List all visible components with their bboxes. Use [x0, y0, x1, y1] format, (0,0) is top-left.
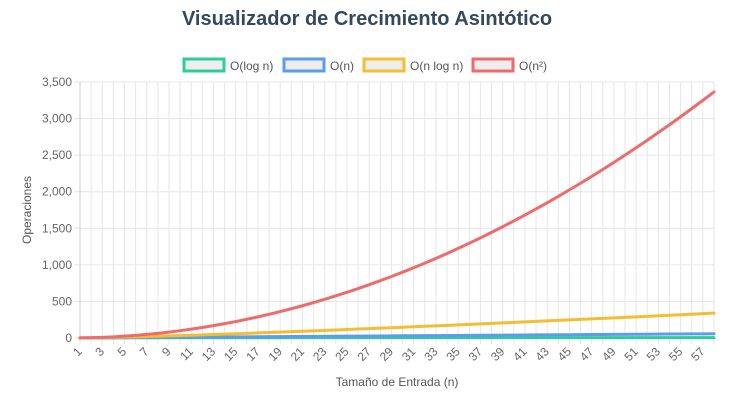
- x-tick-label: 41: [510, 344, 530, 364]
- legend-swatch: [282, 57, 326, 73]
- x-tick-label: 29: [377, 344, 397, 364]
- x-tick-label: 33: [421, 344, 441, 364]
- x-tick-label: 43: [533, 344, 553, 364]
- x-tick-label: 5: [115, 344, 130, 359]
- x-tick-label: 51: [622, 344, 642, 364]
- series-line: [78, 90, 716, 340]
- x-tick-label: 19: [266, 344, 286, 364]
- legend-label: O(n log n): [410, 59, 463, 73]
- x-tick-label: 1: [70, 344, 85, 359]
- y-tick-label: 3,000: [42, 112, 72, 126]
- y-tick-label: 3,500: [42, 75, 72, 89]
- x-axis-title: Tamaño de Entrada (n): [336, 375, 459, 389]
- x-tick-label: 23: [310, 344, 330, 364]
- x-tick-label: 49: [599, 344, 619, 364]
- y-tick-label: 500: [52, 294, 72, 308]
- chart-title: Visualizador de Crecimiento Asintótico: [181, 8, 553, 30]
- series-line: [78, 332, 716, 340]
- y-tick-label: 1,500: [42, 221, 72, 235]
- series-line: [78, 311, 716, 340]
- x-tick-label: 45: [555, 344, 575, 364]
- x-tick-label: 53: [644, 344, 664, 364]
- legend-swatch: [471, 57, 515, 73]
- x-tick-label: 7: [137, 344, 152, 359]
- x-tick-label: 25: [332, 344, 352, 364]
- y-tick-label: 2,000: [42, 185, 72, 199]
- x-tick-label: 31: [399, 344, 419, 364]
- x-tick-label: 55: [666, 344, 686, 364]
- y-tick-label: 0: [65, 331, 72, 345]
- x-tick-label: 9: [159, 344, 174, 359]
- legend-swatch: [362, 57, 406, 73]
- x-tick-label: 37: [466, 344, 486, 364]
- x-tick-label: 11: [177, 344, 196, 363]
- x-tick-label: 3: [92, 344, 107, 359]
- legend-swatch: [182, 57, 226, 73]
- legend-label: O(n): [330, 59, 354, 73]
- x-tick-label: 47: [577, 344, 597, 364]
- legend-label: O(log n): [230, 59, 273, 73]
- y-tick-label: 2,500: [42, 148, 72, 162]
- x-tick-label: 35: [444, 344, 464, 364]
- y-tick-label: 1,000: [42, 258, 72, 272]
- x-tick-label: 57: [688, 344, 708, 364]
- x-tick-label: 17: [243, 344, 263, 364]
- x-tick-label: 21: [288, 344, 308, 364]
- legend-label: O(n²): [519, 59, 547, 73]
- x-tick-label: 27: [355, 344, 375, 364]
- x-tick-label: 39: [488, 344, 508, 364]
- x-tick-label: 13: [199, 344, 219, 364]
- x-tick-label: 15: [221, 344, 241, 364]
- y-axis-title: Operaciones: [20, 176, 34, 244]
